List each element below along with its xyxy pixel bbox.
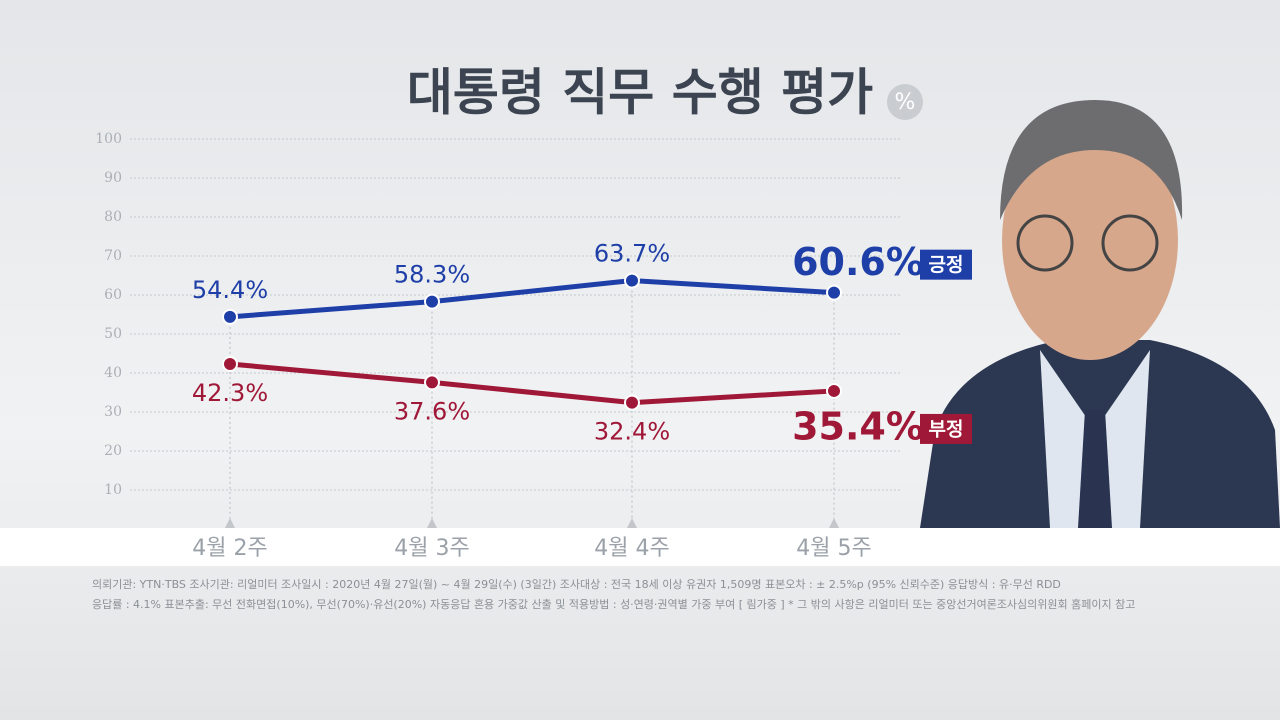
- legend-label: 부정: [929, 418, 964, 440]
- glasses-left: [1016, 214, 1074, 272]
- point: [424, 293, 440, 310]
- y-tick-label: 80: [104, 209, 122, 225]
- series-line: [229, 361, 835, 406]
- y-tick-label: 60: [104, 287, 122, 303]
- unit-badge: [887, 84, 923, 120]
- legend-badge: [920, 249, 972, 280]
- x-tick-label: 4월 5주: [796, 536, 871, 561]
- y-tick-label: 90: [104, 170, 122, 186]
- y-tick-label: 20: [104, 443, 122, 459]
- y-tick-label: 10: [104, 482, 122, 498]
- axis-marker: [225, 518, 235, 528]
- data-label: 58.3%: [394, 261, 470, 289]
- point: [222, 356, 238, 373]
- point: [826, 284, 842, 301]
- y-tick-label: 40: [104, 365, 122, 381]
- point: [624, 272, 640, 289]
- face: [1002, 120, 1178, 360]
- y-tick-label: 70: [104, 248, 122, 264]
- point: [624, 394, 640, 411]
- y-tick-label: 50: [104, 326, 122, 342]
- y-tick-label: 30: [104, 404, 122, 420]
- glasses-right: [1101, 214, 1159, 272]
- footnote: 응답률 : 4.1% 표본추출: 무선 전화면접(10%), 무선(70%)·유…: [92, 597, 1135, 611]
- point: [222, 308, 238, 325]
- data-label: 35.4%: [792, 404, 924, 448]
- portrait: [920, 100, 1280, 528]
- chart-title: 대통령 직무 수행 평가: [407, 64, 873, 122]
- point: [424, 374, 440, 391]
- data-label: 32.4%: [594, 418, 670, 446]
- point: [826, 382, 842, 399]
- x-tick-label: 4월 3주: [394, 536, 469, 561]
- x-tick-label: 4월 4주: [594, 536, 669, 561]
- data-label: 37.6%: [394, 397, 470, 425]
- legend-badge: [920, 413, 972, 444]
- legend-label: 긍정: [929, 254, 964, 276]
- hair: [1000, 100, 1183, 220]
- x-tick-label: 4월 2주: [192, 536, 267, 561]
- axis-marker: [427, 518, 437, 528]
- axis-marker: [627, 518, 637, 528]
- tie: [1078, 410, 1112, 528]
- axis-marker: [829, 518, 839, 528]
- y-tick-label: 100: [95, 131, 122, 147]
- unit-label: %: [895, 90, 916, 115]
- footnote: 의뢰기관: YTN·TBS 조사기관: 리얼미터 조사일시 : 2020년 4월…: [92, 577, 1061, 591]
- data-label: 42.3%: [192, 379, 268, 407]
- data-label: 63.7%: [594, 240, 670, 268]
- data-label: 60.6%: [792, 240, 924, 284]
- category-band: [0, 528, 1280, 566]
- series-line: [229, 278, 835, 320]
- data-label: 54.4%: [192, 276, 268, 304]
